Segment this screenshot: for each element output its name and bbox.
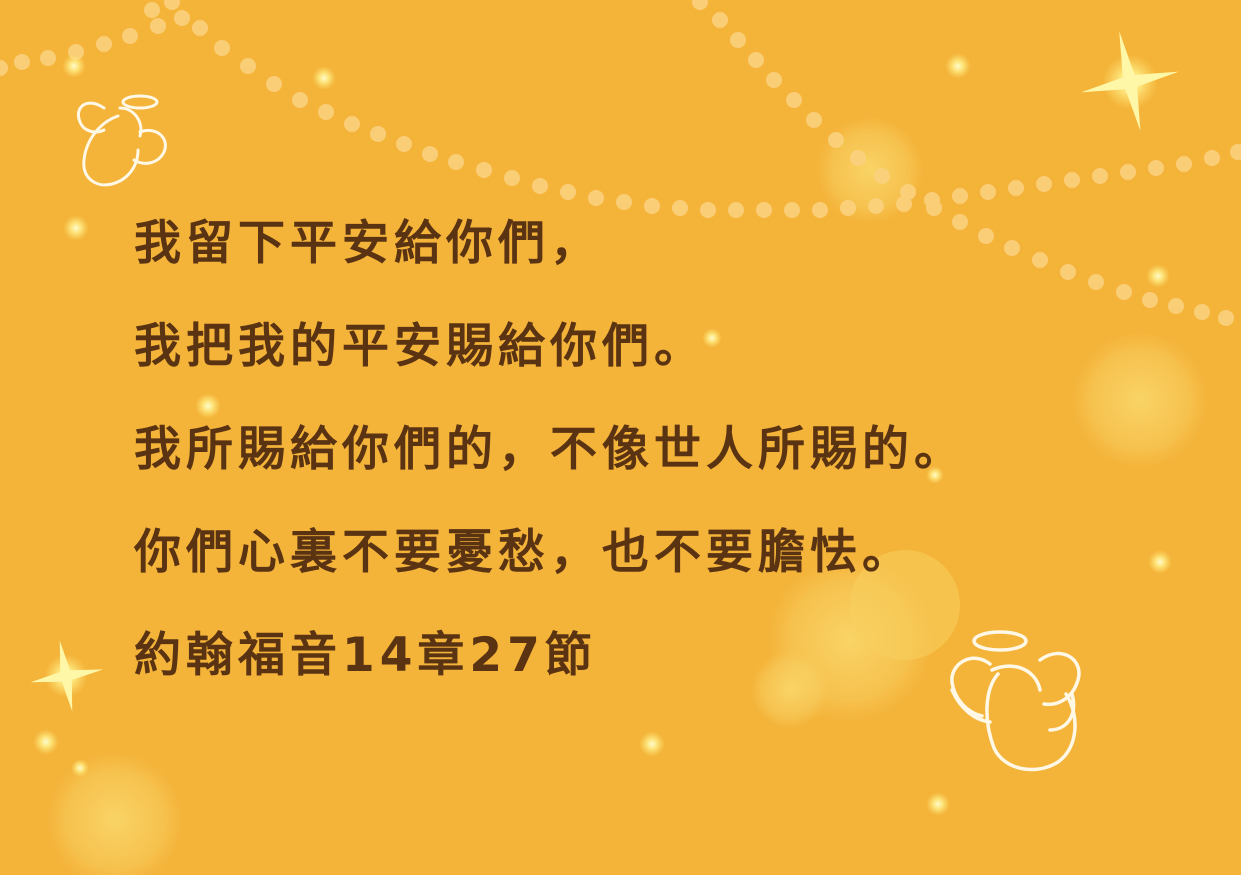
glow-dots: [33, 53, 1172, 816]
pearl-strand-1: [0, 10, 1241, 218]
verse-block: 我留下平安給你們， 我把我的平安賜給你們。 我所賜給你們的，不像世人所賜的。 你…: [134, 192, 966, 707]
pearl-strands: [0, 0, 1241, 326]
verse-line-3: 我所賜給你們的，不像世人所賜的。: [134, 422, 966, 477]
verse-line-1: 我留下平安給你們，: [134, 216, 602, 271]
pearl-strand-2: [144, 0, 1234, 326]
angel-icon: [77, 94, 167, 187]
verse-line-2: 我把我的平安賜給你們。: [134, 319, 706, 374]
sparkle-icon: [30, 640, 104, 712]
verse-line-4: 你們心裏不要憂愁，也不要膽怯。: [134, 525, 914, 580]
angel-icon: [950, 630, 1081, 772]
sparkle-icon: [1081, 31, 1179, 131]
verse-reference: 約翰福音14章27節: [134, 628, 597, 683]
